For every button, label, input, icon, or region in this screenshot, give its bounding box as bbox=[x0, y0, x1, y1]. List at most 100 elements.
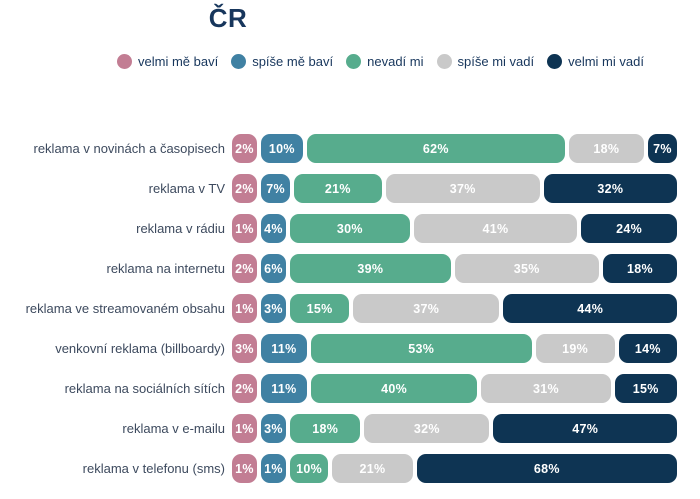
bar-segment: 2% bbox=[232, 374, 257, 403]
bar-segment: 3% bbox=[261, 414, 286, 443]
bar-segment: 40% bbox=[310, 374, 478, 403]
stacked-bar: 1% 4% 30% 41% 24% bbox=[232, 214, 677, 243]
bar-segment: 14% bbox=[618, 334, 678, 363]
bar-segment: 32% bbox=[364, 414, 490, 443]
chart-row: reklama v e-mailu 1% 3% 18% 32% 47% bbox=[0, 414, 677, 443]
chart-row: reklama v rádiu 1% 4% 30% 41% 24% bbox=[0, 214, 677, 243]
bar-segment: 18% bbox=[602, 254, 677, 283]
segment-value: 1% bbox=[235, 221, 254, 236]
bar-segment: 37% bbox=[353, 294, 500, 323]
chart-row: reklama v novinách a časopisech 2% 10% 62% 1… bbox=[0, 134, 678, 163]
stacked-bar: 2% 10% 62% 18% 7% bbox=[232, 134, 678, 163]
legend-label: velmi mě baví bbox=[138, 54, 219, 69]
segment-value: 1% bbox=[235, 461, 254, 476]
bar-segment: 11% bbox=[261, 334, 307, 363]
bar-segment: 3% bbox=[232, 334, 257, 363]
category-label: reklama v TV bbox=[148, 181, 225, 196]
bar-segment: 15% bbox=[614, 374, 677, 403]
category-label: reklama v novinách a časopisech bbox=[33, 141, 226, 156]
segment-value: 1% bbox=[264, 461, 283, 476]
segment-value: 7% bbox=[266, 181, 285, 196]
segment-value: 18% bbox=[626, 261, 653, 276]
chart-row: venkovní reklama (billboardy) 3% 11% 53% 19%… bbox=[0, 334, 678, 363]
bar-segment: 62% bbox=[306, 134, 565, 163]
segment-value: 21% bbox=[324, 181, 351, 196]
bar-segment: 24% bbox=[581, 214, 677, 243]
bar-segment: 7% bbox=[261, 174, 291, 203]
chart-row: reklama ve streamovaném obsahu 1% 3% 15% 37%… bbox=[0, 294, 677, 323]
legend-dot-icon bbox=[346, 54, 362, 69]
segment-value: 6% bbox=[264, 261, 283, 276]
segment-value: 47% bbox=[572, 421, 599, 436]
bar-segment: 53% bbox=[310, 334, 532, 363]
legend-item: velmi mě baví bbox=[117, 54, 218, 69]
segment-value: 18% bbox=[312, 421, 339, 436]
legend-label: spíše mi vadí bbox=[457, 54, 535, 69]
stacked-bar: 2% 6% 39% 35% 18% bbox=[232, 254, 677, 283]
legend-label: velmi mi vadí bbox=[568, 54, 644, 69]
bar-segment: 41% bbox=[413, 214, 578, 243]
bar-segment: 18% bbox=[290, 414, 361, 443]
chart-title: ČR bbox=[208, 3, 248, 33]
legend: velmi mě baví spíše mě baví nevadí mi spíše… bbox=[117, 54, 644, 69]
segment-value: 1% bbox=[235, 421, 254, 436]
chart-row: reklama v TV 2% 7% 21% 37% 32% bbox=[0, 174, 678, 203]
bar-segment: 68% bbox=[416, 454, 677, 483]
bar-segment: 1% bbox=[232, 214, 257, 243]
bar-segment: 47% bbox=[493, 414, 677, 443]
bar-segment: 1% bbox=[261, 454, 286, 483]
category-label: reklama na internetu bbox=[106, 261, 225, 276]
stacked-bar: 2% 11% 40% 31% 15% bbox=[232, 374, 677, 403]
segment-value: 10% bbox=[268, 141, 295, 156]
bar-segment: 2% bbox=[232, 254, 257, 283]
bar-segment: 6% bbox=[261, 254, 286, 283]
segment-value: 44% bbox=[577, 301, 604, 316]
legend-label: nevadí mi bbox=[367, 54, 424, 69]
category-label: reklama ve streamovaném obsahu bbox=[25, 301, 225, 316]
bar-segment: 10% bbox=[290, 454, 329, 483]
segment-value: 37% bbox=[413, 301, 440, 316]
bar-segment: 1% bbox=[232, 454, 257, 483]
segment-value: 4% bbox=[264, 221, 283, 236]
stacked-bar: 1% 3% 18% 32% 47% bbox=[232, 414, 677, 443]
bar-segment: 10% bbox=[261, 134, 303, 163]
bar-segment: 31% bbox=[481, 374, 611, 403]
legend-item: velmi mi vadí bbox=[547, 54, 644, 69]
segment-value: 2% bbox=[235, 381, 254, 396]
segment-value: 15% bbox=[632, 381, 659, 396]
category-label: reklama v rádiu bbox=[136, 221, 225, 236]
bar-segment: 11% bbox=[261, 374, 307, 403]
segment-value: 32% bbox=[413, 421, 440, 436]
legend-dot-icon bbox=[231, 54, 247, 69]
segment-value: 14% bbox=[634, 341, 661, 356]
segment-value: 3% bbox=[264, 301, 283, 316]
segment-value: 62% bbox=[422, 141, 449, 156]
category-label: reklama na sociálních sítích bbox=[64, 381, 225, 396]
segment-value: 11% bbox=[271, 341, 297, 356]
segment-value: 10% bbox=[296, 461, 323, 476]
legend-item: nevadí mi bbox=[346, 54, 424, 69]
bar-segment: 32% bbox=[543, 174, 678, 203]
segment-value: 30% bbox=[336, 221, 363, 236]
stacked-bar: 2% 7% 21% 37% 32% bbox=[232, 174, 678, 203]
segment-value: 1% bbox=[235, 301, 254, 316]
bar-segment: 7% bbox=[647, 134, 678, 163]
chart-row: reklama v telefonu (sms) 1% 1% 10% 21% 68% bbox=[0, 454, 677, 483]
bar-segment: 2% bbox=[232, 174, 257, 203]
category-label: reklama v telefonu (sms) bbox=[82, 461, 225, 476]
category-label: venkovní reklama (billboardy) bbox=[55, 341, 225, 356]
segment-value: 41% bbox=[482, 221, 509, 236]
bar-segment: 3% bbox=[261, 294, 286, 323]
segment-value: 53% bbox=[408, 341, 435, 356]
chart-row: reklama na internetu 2% 6% 39% 35% 18% bbox=[0, 254, 677, 283]
bar-segment: 35% bbox=[454, 254, 599, 283]
segment-value: 2% bbox=[235, 141, 254, 156]
segment-value: 37% bbox=[449, 181, 476, 196]
stacked-bar: 1% 3% 15% 37% 44% bbox=[232, 294, 677, 323]
stacked-bar: 1% 1% 10% 21% 68% bbox=[232, 454, 677, 483]
segment-value: 2% bbox=[235, 261, 254, 276]
segment-value: 18% bbox=[593, 141, 620, 156]
segment-value: 11% bbox=[271, 381, 297, 396]
bar-segment: 30% bbox=[290, 214, 410, 243]
bar-segment: 39% bbox=[290, 254, 451, 283]
